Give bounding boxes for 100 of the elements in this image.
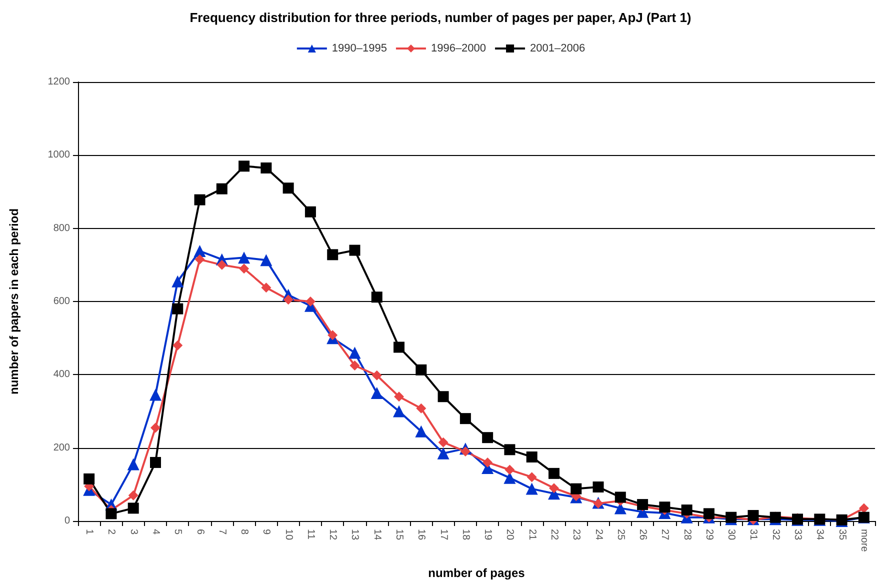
point — [216, 260, 227, 270]
x-tick-label: 12 — [327, 529, 338, 541]
point — [239, 264, 250, 274]
point — [150, 422, 160, 433]
x-tick-label: more — [858, 529, 870, 552]
x-tick-label: 9 — [260, 529, 272, 535]
y-tick-label: 200 — [53, 442, 70, 454]
point — [526, 482, 538, 495]
point — [371, 292, 382, 303]
x-tick-label: 22 — [548, 529, 560, 541]
x-tick-label: 29 — [703, 529, 714, 541]
point — [172, 275, 184, 288]
x-tick-label: 7 — [216, 529, 228, 535]
x-tick-label: 21 — [526, 529, 538, 541]
x-tick-label: 18 — [460, 529, 471, 541]
point — [504, 464, 515, 475]
point — [283, 294, 294, 305]
point — [416, 364, 427, 376]
y-tick-label: 400 — [53, 369, 70, 380]
x-tick-label: 20 — [504, 529, 516, 541]
point — [526, 472, 537, 482]
point — [548, 468, 560, 479]
point — [194, 254, 205, 264]
x-tick-label: 27 — [659, 529, 670, 541]
point — [194, 194, 206, 206]
chart-title: Frequency distribution for three periods, number of pages per paper, ApJ (Part 1) — [190, 10, 692, 25]
x-tick-label: 14 — [371, 529, 382, 541]
x-tick-label: 34 — [814, 529, 826, 541]
point — [238, 252, 250, 264]
x-tick-label: 19 — [482, 529, 494, 541]
point — [416, 403, 426, 414]
point — [304, 206, 316, 218]
point — [438, 391, 449, 402]
point — [394, 392, 404, 402]
x-tick-label: 33 — [792, 529, 804, 541]
y-axis-title: number of papers in each period — [7, 208, 21, 395]
y-tick-label: 600 — [53, 296, 70, 307]
point — [703, 508, 714, 520]
point — [260, 254, 272, 266]
point — [482, 432, 494, 444]
x-tick-label: 24 — [592, 529, 604, 541]
point — [460, 413, 471, 424]
x-tick-label: 16 — [416, 529, 427, 541]
x-tick-label: 11 — [304, 529, 316, 540]
point — [526, 451, 538, 462]
x-tick-label: 8 — [238, 529, 250, 535]
point — [570, 483, 582, 494]
point — [172, 303, 184, 314]
point — [127, 458, 140, 470]
point — [415, 425, 428, 438]
x-tick-label: 17 — [438, 529, 449, 541]
x-tick-label: 23 — [570, 529, 582, 541]
point — [172, 340, 183, 350]
x-tick-label: 30 — [726, 529, 737, 541]
y-tick-label: 1200 — [48, 76, 70, 88]
point — [261, 282, 272, 293]
point — [128, 490, 138, 500]
point — [128, 502, 139, 514]
point — [106, 508, 117, 520]
point — [372, 370, 382, 380]
x-tick-label: 31 — [748, 529, 759, 541]
point — [282, 182, 294, 194]
x-tick-label: 13 — [349, 529, 360, 541]
point — [260, 162, 272, 174]
point — [858, 503, 869, 514]
y-tick-label: 1000 — [48, 150, 70, 161]
point — [393, 405, 406, 418]
x-tick-label: 35 — [836, 529, 848, 541]
point — [659, 502, 670, 513]
point — [748, 510, 759, 522]
x-tick-label: 5 — [172, 529, 184, 535]
point — [328, 330, 338, 340]
point — [482, 457, 493, 468]
x-tick-label: 26 — [637, 529, 648, 541]
y-tick-label: 0 — [64, 516, 70, 526]
legend-label: 1990–1995 — [332, 42, 387, 54]
point — [460, 446, 470, 456]
point — [350, 360, 360, 371]
point — [394, 342, 405, 353]
point — [238, 160, 250, 172]
x-tick-label: 15 — [394, 529, 405, 541]
point — [349, 244, 360, 256]
point — [437, 447, 450, 460]
x-tick-label: 25 — [614, 529, 626, 541]
point — [438, 437, 448, 448]
point — [194, 245, 206, 258]
x-tick-label: 4 — [150, 529, 161, 535]
legend-label: 1996–2000 — [430, 42, 486, 54]
y-tick-label: 800 — [53, 222, 70, 234]
x-tick-label: 28 — [681, 529, 692, 541]
point — [370, 386, 383, 399]
x-tick-label: 32 — [770, 529, 781, 541]
point — [216, 183, 228, 194]
point — [149, 388, 162, 401]
point — [305, 296, 316, 306]
legend-label: 2001–2006 — [530, 42, 586, 54]
point — [150, 456, 161, 468]
x-tick-label: 3 — [128, 529, 139, 535]
x-tick-label: 2 — [106, 529, 117, 535]
x-tick-label: 1 — [84, 529, 95, 535]
